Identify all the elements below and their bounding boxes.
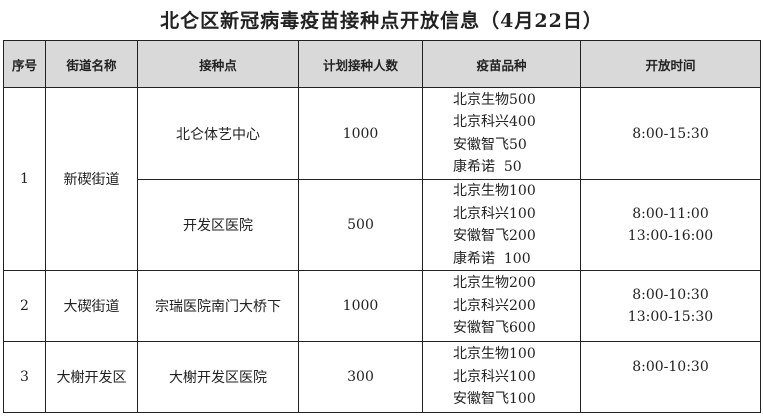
planned-cell: 300 — [298, 341, 423, 413]
cell-line: 北京生物100 — [453, 346, 536, 363]
cell-line: 安徽智飞600 — [453, 320, 536, 337]
header-site: 接种点 — [137, 40, 299, 88]
header-hours: 开放时间 — [580, 40, 761, 88]
site-cell: 大榭开发区医院 — [137, 341, 299, 413]
street-cell: 大榭开发区 — [45, 341, 138, 413]
cell-line: 北京科兴100 — [453, 205, 536, 222]
cell-line: 北京科兴400 — [453, 114, 536, 130]
planned-cell: 500 — [298, 179, 423, 271]
header-row: 序号 街道名称 接种点 计划接种人数 疫苗品种 开放时间 — [3, 40, 761, 88]
vaccination-table: 序号 街道名称 接种点 计划接种人数 疫苗品种 开放时间 1 新碶街道 北仑体艺… — [3, 40, 761, 413]
cell-line: 康希诺 50 — [453, 159, 522, 175]
header-planned: 计划接种人数 — [298, 40, 423, 88]
planned-cell: 1000 — [298, 87, 423, 180]
page-title: 北仑区新冠病毒疫苗接种点开放信息（4月22日） — [160, 10, 603, 32]
seq-cell: 1 — [3, 87, 46, 271]
planned-cell: 1000 — [298, 270, 423, 342]
cell-line: 北京生物500 — [453, 91, 536, 108]
cell-line: 8:00-10:30 — [632, 287, 709, 303]
header-vaccines: 疫苗品种 — [422, 40, 581, 88]
cell-line: 北京生物200 — [453, 275, 536, 292]
vaccines-cell: 北京生物100 北京科兴100 安徽智飞100 — [422, 341, 581, 413]
vaccines-cell: 北京生物200 北京科兴200 安徽智飞600 — [422, 270, 581, 342]
cell-line: 13:00-15:30 — [627, 309, 714, 325]
site-cell: 宗瑞医院南门大桥下 — [137, 270, 299, 342]
site-cell: 北仑体艺中心 — [137, 87, 299, 180]
street-cell: 新碶街道 — [45, 87, 138, 271]
cell-line: 康希诺 100 — [453, 250, 531, 267]
hours-cell: 8:00-15:30 — [580, 87, 761, 180]
cell-line: 安徽智飞100 — [453, 391, 536, 408]
table-row: 2 大碶街道 宗瑞医院南门大桥下 1000 北京生物200 北京科兴200 安徽智飞… — [3, 270, 761, 342]
table-row: 3 大榭开发区 大榭开发区医院 300 北京生物100 北京科兴100 安徽智飞10… — [3, 341, 761, 413]
header-seq: 序号 — [3, 40, 46, 88]
cell-line: 8:00-15:30 — [632, 125, 709, 142]
vaccines-cell: 北京生物100 北京科兴100 安徽智飞200 康希诺 100 — [422, 179, 581, 271]
cell-line: 北京科兴200 — [453, 297, 536, 314]
header-street: 街道名称 — [45, 40, 138, 88]
hours-cell: 8:00-10:30 — [580, 341, 761, 413]
table-row: 开发区医院 500 北京生物100 北京科兴100 安徽智飞200 康希诺 100 8… — [4, 179, 761, 271]
cell-line: 13:00-16:00 — [627, 228, 714, 244]
cell-line: 北京生物100 — [453, 183, 536, 199]
cell-line: 北京科兴100 — [453, 368, 536, 385]
hours-cell: 8:00-10:30 13:00-15:30 — [580, 270, 761, 342]
street-cell: 大碶街道 — [45, 270, 138, 342]
seq-cell: 2 — [3, 270, 46, 342]
cell-line: 8:00-10:30 — [632, 359, 709, 375]
site-cell: 开发区医院 — [137, 179, 299, 271]
table-row: 1 新碶街道 北仑体艺中心 1000 北京生物500 北京科兴400 安徽智飞50 康… — [3, 87, 761, 271]
cell-line: 安徽智飞50 — [453, 136, 527, 153]
seq-cell: 3 — [3, 341, 46, 413]
cell-line: 8:00-11:00 — [632, 206, 709, 222]
cell-line: 安徽智飞200 — [453, 228, 536, 244]
hours-cell: 8:00-11:00 13:00-16:00 — [580, 179, 761, 271]
vaccines-cell: 北京生物500 北京科兴400 安徽智飞50 康希诺 50 — [422, 87, 581, 180]
